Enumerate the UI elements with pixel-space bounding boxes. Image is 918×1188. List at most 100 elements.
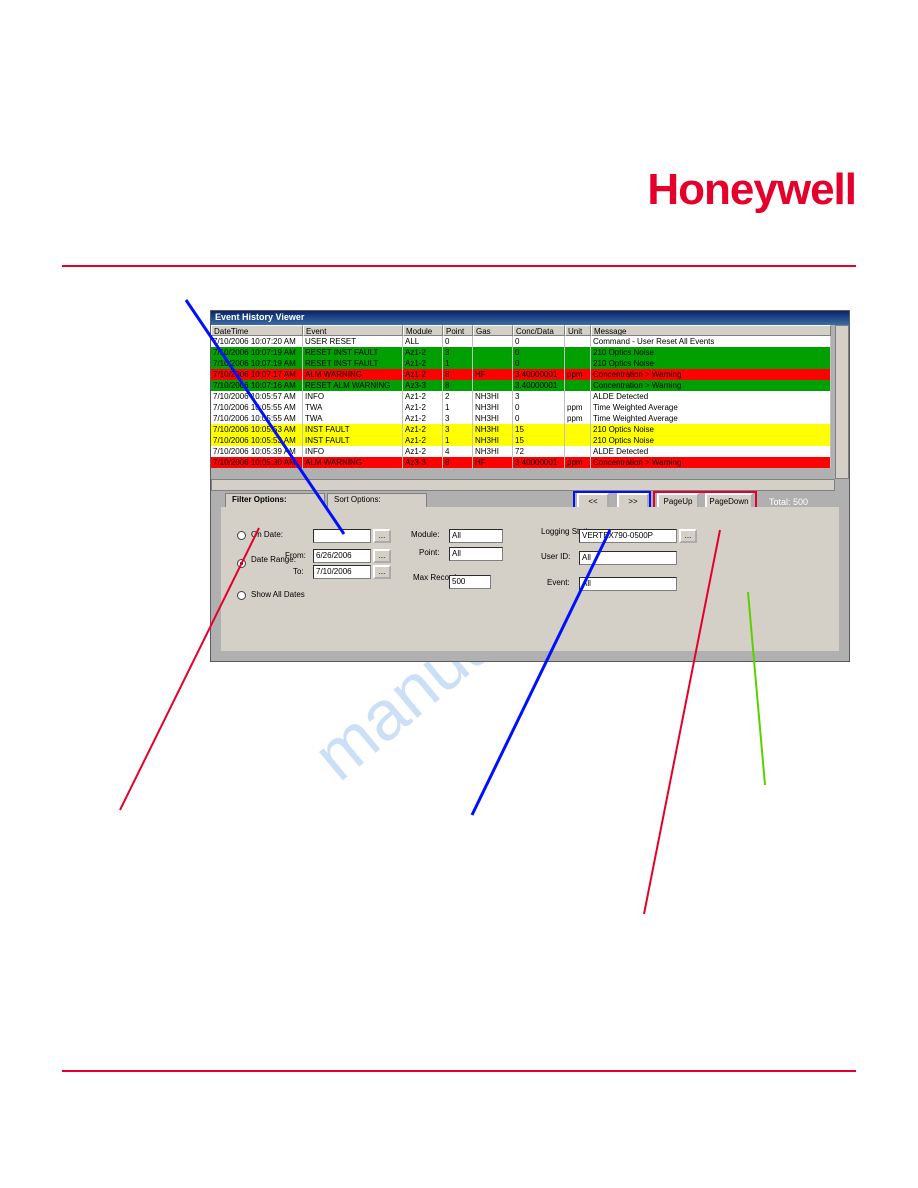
- point-field[interactable]: All: [449, 547, 503, 561]
- table-cell: [565, 347, 591, 358]
- label-module: Module:: [411, 530, 439, 539]
- horizontal-scrollbar[interactable]: [211, 479, 835, 491]
- table-cell: Concentration > Warning: [591, 380, 831, 391]
- column-header[interactable]: Gas: [473, 325, 513, 336]
- table-cell: Az1-2: [403, 446, 443, 457]
- table-cell: Az3-3: [403, 457, 443, 468]
- table-row[interactable]: 7/10/2006 10:07:20 AMUSER RESETALL00Comm…: [211, 336, 849, 347]
- on-date-picker-button[interactable]: ...: [373, 529, 391, 543]
- table-cell: 7/10/2006 10:05:30 AM: [211, 457, 303, 468]
- table-cell: ALDE Detected: [591, 446, 831, 457]
- table-cell: 210 Optics Noise: [591, 424, 831, 435]
- on-date-field[interactable]: [313, 529, 371, 543]
- table-cell: 210 Optics Noise: [591, 347, 831, 358]
- tab-filter-options[interactable]: Filter Options:: [225, 493, 325, 507]
- table-cell: NH3HI: [473, 413, 513, 424]
- table-row[interactable]: 7/10/2006 10:05:30 AMALM WARNINGAz3-38HF…: [211, 457, 849, 468]
- rule-top: [62, 265, 856, 267]
- table-row[interactable]: 7/10/2006 10:05:39 AMINFOAz1-24NH3HI72AL…: [211, 446, 849, 457]
- table-cell: 7/10/2006 10:07:16 AM: [211, 380, 303, 391]
- table-row[interactable]: 7/10/2006 10:07:17 AMALM WARNINGAz1-28HF…: [211, 369, 849, 380]
- table-cell: 3: [443, 424, 473, 435]
- column-header[interactable]: Point: [443, 325, 473, 336]
- to-date-picker-button[interactable]: ...: [373, 565, 391, 579]
- table-cell: 210 Optics Noise: [591, 435, 831, 446]
- table-cell: Az1-2: [403, 358, 443, 369]
- label-from: From:: [285, 551, 306, 560]
- table-cell: 3.40000001: [513, 380, 565, 391]
- from-date-picker-button[interactable]: ...: [373, 549, 391, 563]
- table-cell: Concentration > Warning: [591, 369, 831, 380]
- column-header[interactable]: Unit: [565, 325, 591, 336]
- table-row[interactable]: 7/10/2006 10:05:57 AMINFOAz1-22NH3HI3ALD…: [211, 391, 849, 402]
- table-cell: 4: [443, 446, 473, 457]
- table-cell: NH3HI: [473, 402, 513, 413]
- table-cell: Az1-2: [403, 413, 443, 424]
- column-header[interactable]: Module: [403, 325, 443, 336]
- event-field[interactable]: All: [579, 577, 677, 591]
- table-cell: RESET INST FAULT: [303, 358, 403, 369]
- from-date-field[interactable]: 6/26/2006: [313, 549, 371, 563]
- table-row[interactable]: 7/10/2006 10:07:19 AMRESET INST FAULTAz1…: [211, 358, 849, 369]
- table-cell: Time Weighted Average: [591, 413, 831, 424]
- column-header[interactable]: Event: [303, 325, 403, 336]
- table-cell: USER RESET: [303, 336, 403, 347]
- table-cell: 7/10/2006 10:05:55 AM: [211, 413, 303, 424]
- table-row[interactable]: 7/10/2006 10:05:55 AMTWAAz1-21NH3HI0ppmT…: [211, 402, 849, 413]
- vertical-scrollbar[interactable]: [835, 325, 849, 479]
- table-cell: INFO: [303, 391, 403, 402]
- rule-bottom: [62, 1070, 856, 1072]
- table-cell: ppm: [565, 402, 591, 413]
- table-cell: NH3HI: [473, 446, 513, 457]
- logging-station-field[interactable]: VERTEX790-0500P: [579, 529, 677, 543]
- table-cell: ppm: [565, 457, 591, 468]
- table-cell: Az1-2: [403, 391, 443, 402]
- logging-station-picker-button[interactable]: ...: [679, 529, 697, 543]
- table-row[interactable]: 7/10/2006 10:05:53 AMINST FAULTAz1-21NH3…: [211, 435, 849, 446]
- radio-on-date[interactable]: [237, 531, 246, 540]
- table-cell: ppm: [565, 369, 591, 380]
- table-row[interactable]: 7/10/2006 10:07:16 AMRESET ALM WARNINGAz…: [211, 380, 849, 391]
- table-cell: ALM WARNING: [303, 457, 403, 468]
- module-field[interactable]: All: [449, 529, 503, 543]
- table-cell: ALL: [403, 336, 443, 347]
- user-id-field[interactable]: All: [579, 551, 677, 565]
- table-cell: 8: [443, 457, 473, 468]
- table-cell: Az1-2: [403, 347, 443, 358]
- radio-date-range[interactable]: [237, 559, 246, 568]
- max-records-field[interactable]: 500: [449, 575, 491, 589]
- label-to: To:: [293, 567, 304, 576]
- honeywell-logo: Honeywell: [647, 165, 856, 215]
- table-cell: RESET ALM WARNING: [303, 380, 403, 391]
- table-cell: Az1-2: [403, 402, 443, 413]
- table-cell: 2: [443, 391, 473, 402]
- tab-sort-options[interactable]: Sort Options:: [327, 493, 427, 507]
- table-cell: Az3-3: [403, 380, 443, 391]
- table-cell: 0: [443, 336, 473, 347]
- to-date-field[interactable]: 7/10/2006: [313, 565, 371, 579]
- column-header[interactable]: Conc/Data: [513, 325, 565, 336]
- table-cell: 15: [513, 424, 565, 435]
- table-cell: [565, 358, 591, 369]
- table-row[interactable]: 7/10/2006 10:05:53 AMINST FAULTAz1-23NH3…: [211, 424, 849, 435]
- table-cell: 8: [443, 369, 473, 380]
- column-header[interactable]: DateTime: [211, 325, 303, 336]
- table-cell: TWA: [303, 402, 403, 413]
- table-row[interactable]: 7/10/2006 10:05:55 AMTWAAz1-23NH3HI0ppmT…: [211, 413, 849, 424]
- radio-show-all-dates[interactable]: [237, 591, 246, 600]
- table-cell: 3: [443, 413, 473, 424]
- table-cell: [473, 380, 513, 391]
- table-cell: 3.40000001: [513, 457, 565, 468]
- event-history-viewer-window: Event History Viewer DateTimeEventModule…: [210, 310, 850, 662]
- table-cell: INST FAULT: [303, 424, 403, 435]
- window-titlebar: Event History Viewer: [211, 311, 849, 325]
- table-row[interactable]: 7/10/2006 10:07:19 AMRESET INST FAULTAz1…: [211, 347, 849, 358]
- table-cell: 3: [513, 391, 565, 402]
- label-max-records: Max Records:: [413, 573, 445, 582]
- table-cell: 7/10/2006 10:05:55 AM: [211, 402, 303, 413]
- column-header[interactable]: Message: [591, 325, 831, 336]
- table-cell: 7/10/2006 10:07:17 AM: [211, 369, 303, 380]
- table-cell: 0: [513, 347, 565, 358]
- table-cell: 7/10/2006 10:05:53 AM: [211, 435, 303, 446]
- table-cell: [473, 358, 513, 369]
